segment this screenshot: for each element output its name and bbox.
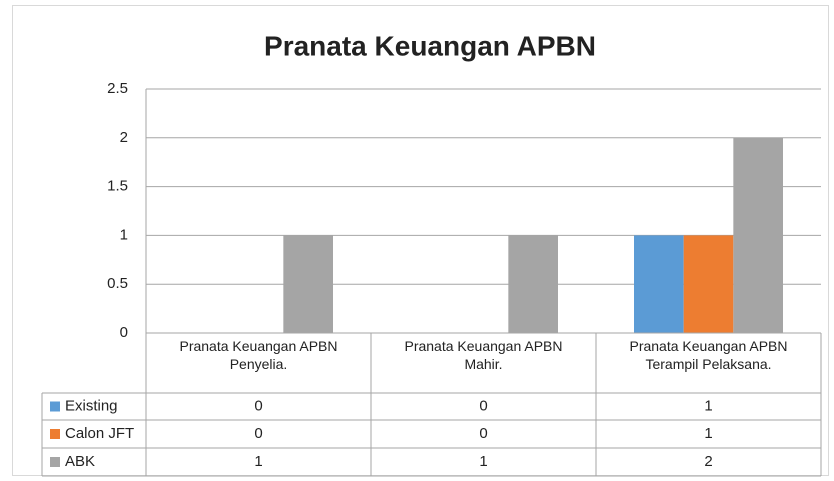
x-tick-label: Pranata Keuangan APBN Terampil Pelaksana… <box>629 338 788 372</box>
x-tick-label: Pranata Keuangan APBN Penyelia. <box>179 338 338 372</box>
legend-swatch <box>50 401 60 412</box>
table-value: 0 <box>254 425 262 442</box>
table-value: 0 <box>479 397 487 414</box>
y-tick-label: 1.5 <box>107 178 128 195</box>
legend-label: ABK <box>65 453 95 470</box>
chart-title: Pranata Keuangan APBN <box>264 30 596 61</box>
x-tick-label-box: Pranata Keuangan APBN Mahir. <box>404 338 563 372</box>
bar <box>508 235 558 333</box>
x-tick-label-box: Pranata Keuangan APBN Penyelia. <box>179 338 338 372</box>
bar <box>683 235 734 333</box>
x-tick-label: Pranata Keuangan APBN Mahir. <box>404 338 563 372</box>
table-value: 2 <box>704 453 712 470</box>
y-tick-label: 0.5 <box>107 275 128 292</box>
table-value: 0 <box>479 425 487 442</box>
table-value: 0 <box>254 397 262 414</box>
table-value: 1 <box>479 453 487 470</box>
y-tick-label: 2 <box>120 129 128 146</box>
y-tick-label: 0 <box>120 324 128 341</box>
y-tick-label: 1 <box>120 226 128 243</box>
table-value: 1 <box>704 425 712 442</box>
y-tick-label: 2.5 <box>107 80 128 97</box>
bar <box>283 235 333 333</box>
table-value: 1 <box>704 397 712 414</box>
legend-swatch <box>50 429 60 439</box>
legend-swatch <box>50 457 60 467</box>
table-value: 1 <box>254 453 262 470</box>
bar <box>634 235 684 333</box>
legend-label: Calon JFT <box>65 425 134 442</box>
bar <box>733 137 783 333</box>
x-tick-label-box: Pranata Keuangan APBN Terampil Pelaksana… <box>629 338 788 372</box>
legend-label: Existing <box>65 397 118 414</box>
